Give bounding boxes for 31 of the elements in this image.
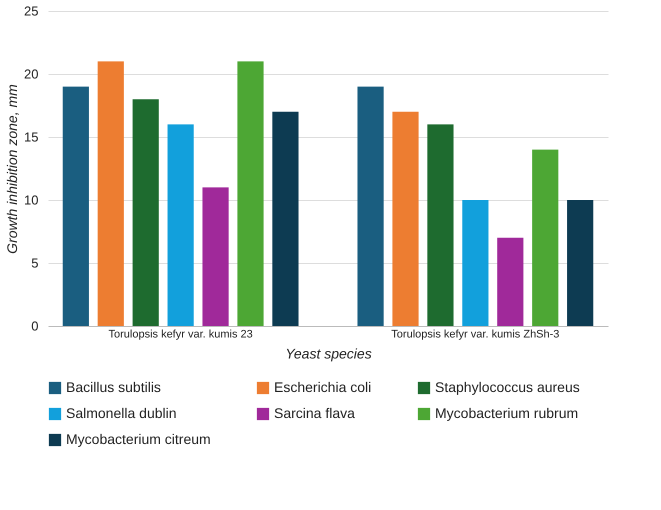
y-tick-label: 5 [31,256,38,270]
bar [62,86,89,326]
legend-label: Bacillus subtilis [66,379,161,395]
x-axis-title: Yeast species [285,346,372,362]
y-tick-label: 15 [24,130,38,144]
bar [132,99,159,326]
bar [237,61,264,326]
x-tick-label: Torulopsis kefyr var. kumis ZhSh-3 [391,328,560,340]
legend-label: Escherichia coli [274,379,372,395]
bar [532,150,558,326]
bar [202,187,229,326]
x-tick-label: Torulopsis kefyr var. kumis 23 [108,328,253,340]
y-tick-label: 0 [31,318,38,334]
bar [462,200,488,326]
bar [567,200,594,326]
bar [168,124,194,326]
legend-label: Mycobacterium citreum [66,431,211,447]
bar [392,112,419,326]
y-tick-label: 20 [24,66,38,82]
bar [272,112,299,326]
bar [357,86,384,326]
legend-label: Staphylococcus aureus [435,379,580,395]
y-tick-label: 10 [24,192,38,208]
legend-label: Salmonella dublin [66,405,177,421]
y-axis-title: Growth inhibition zone, mm [4,84,20,254]
bar [497,238,524,326]
y-tick-label: 25 [24,4,38,18]
legend-label: Mycobacterium rubrum [435,405,578,421]
bar [427,124,454,326]
legend-label: Sarcina flava [274,405,356,421]
bar [98,61,124,326]
